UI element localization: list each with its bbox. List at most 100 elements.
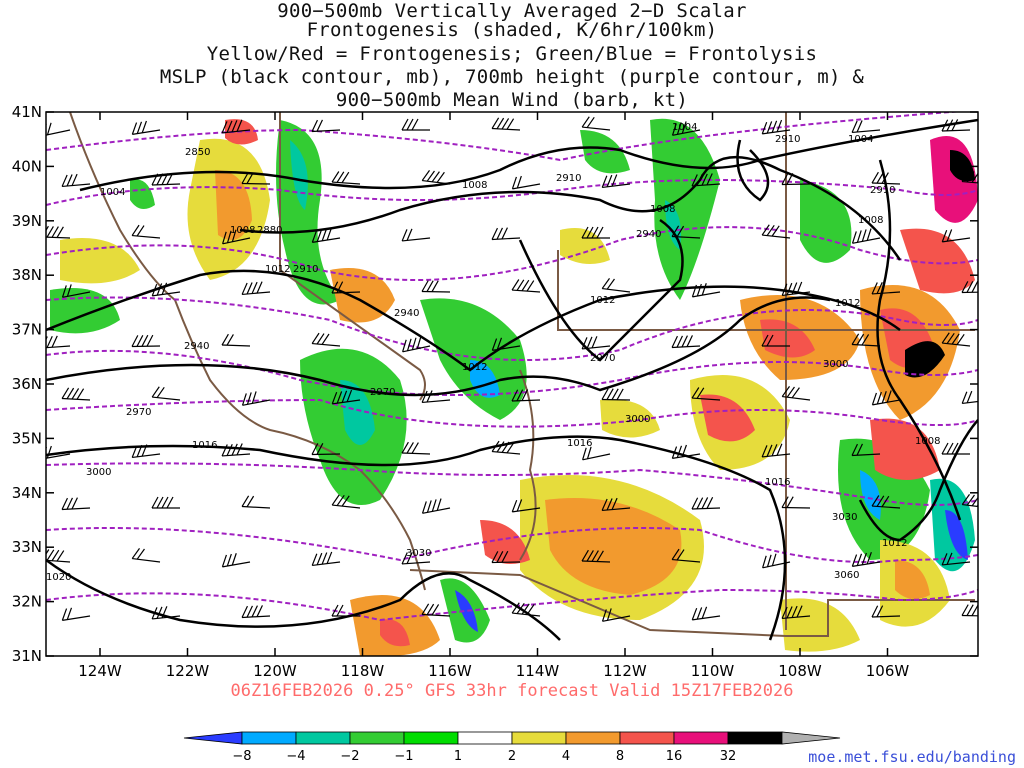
lat-label: 39N — [12, 212, 42, 230]
wind-barb — [311, 332, 341, 347]
colorbar-label: 4 — [562, 749, 570, 764]
wind-barb — [581, 549, 611, 563]
height-label: 2850 — [185, 147, 210, 158]
wind-barb — [851, 552, 881, 567]
lat-label: 36N — [12, 375, 42, 393]
wind-barb — [131, 334, 161, 348]
colorbar-segment — [457, 731, 513, 745]
colorbar-label: −1 — [394, 749, 413, 764]
wind-barb — [511, 279, 541, 293]
height-label: 3000 — [625, 414, 650, 425]
mslp-label: 1012 — [590, 295, 615, 306]
mslp-label: 1012 — [265, 264, 290, 275]
lon-label: 112W — [603, 662, 647, 680]
mslp-label: 1012 — [462, 362, 487, 373]
lon-label: 120W — [253, 662, 297, 680]
lon-label: 122W — [166, 662, 210, 680]
mslp-label: 1004 — [848, 134, 873, 145]
mslp-label: 1008 — [462, 180, 487, 191]
colorbar-arrow-right — [781, 731, 841, 745]
wind-barb — [761, 119, 791, 135]
wind-barb — [491, 117, 521, 131]
wind-barb — [961, 170, 978, 185]
colorbar-segment — [565, 731, 621, 745]
height-label: 3000 — [823, 359, 848, 370]
colorbar-label: −2 — [340, 749, 359, 764]
colorbar-label: −8 — [232, 749, 251, 764]
wind-barb — [601, 388, 631, 401]
state-border-37n — [557, 250, 975, 331]
title-line-4: MSLP (black contour, mb), 700mb height (… — [159, 66, 865, 88]
wind-barb — [871, 495, 901, 509]
wind-barb — [781, 173, 811, 186]
wind-barb — [421, 390, 451, 404]
source-url[interactable]: moe.met.fsu.edu/banding — [808, 748, 1016, 766]
wind-barb — [151, 282, 181, 297]
wind-barb — [511, 499, 541, 513]
map-plot: 1004 1008 1012 1016 1020 1004 1008 1008 … — [12, 103, 979, 680]
wind-barb — [241, 495, 271, 509]
wind-barb — [221, 119, 251, 134]
title-line-2: Frontogenesis (shaded, K/6hr/100km) — [306, 19, 718, 41]
forecast-valid-time: 06Z16FEB2026 0.25° GFS 33hr forecast Val… — [230, 681, 794, 701]
wind-barb — [311, 551, 341, 567]
wind-barb — [46, 445, 71, 460]
wind-barb — [331, 494, 361, 509]
lat-label: 31N — [12, 647, 42, 665]
mslp-contours — [46, 118, 978, 641]
wind-barb — [601, 608, 631, 622]
height-label: 2940 — [184, 341, 209, 352]
colorbar-segment — [295, 731, 351, 745]
mslp-label: 1012 — [835, 298, 860, 309]
us-mexico-border — [409, 569, 975, 637]
wind-barb — [222, 229, 251, 245]
wind-barb — [781, 496, 811, 509]
height-label: 2880 — [257, 225, 282, 236]
wind-barb — [762, 553, 791, 569]
wind-barb — [851, 443, 881, 457]
wind-barb — [491, 337, 521, 351]
wind-barb — [221, 553, 251, 568]
height-label: 2940 — [636, 229, 661, 240]
mslp-label: 1004 — [672, 122, 697, 133]
wind-barb — [871, 171, 901, 185]
wind-barb — [131, 120, 161, 135]
wind-barb — [331, 604, 360, 617]
wind-barb — [851, 120, 881, 134]
wind-barb — [871, 605, 901, 618]
wind-barb — [671, 444, 701, 459]
colorbar-segment — [349, 731, 405, 745]
wind-barb — [241, 605, 271, 619]
wind-barb — [961, 280, 978, 294]
wind-barb — [401, 551, 431, 565]
longitude-axis: 124W 122W 120W 118W 116W 114W 112W 110W 108W 106W — [78, 112, 909, 680]
wind-barb — [241, 172, 271, 185]
wind-barb — [151, 172, 181, 186]
lat-label: 35N — [12, 429, 42, 447]
mslp-contour-labels: 1004 1008 1012 1016 1020 1004 1008 1008 … — [46, 122, 940, 583]
mslp-label: 1016 — [192, 440, 217, 451]
wind-barb — [761, 334, 790, 347]
wind-barb — [871, 281, 901, 295]
wind-barb — [331, 389, 361, 405]
height-label: 2940 — [394, 308, 419, 319]
wind-barb — [311, 228, 341, 243]
mslp-label: 1016 — [765, 477, 790, 488]
wind-barb — [331, 171, 361, 185]
wind-barb — [511, 175, 541, 190]
wind-barb — [671, 335, 701, 349]
wind-barb — [761, 443, 791, 458]
wind-barb — [331, 281, 361, 294]
wind-barb — [581, 116, 611, 131]
colorbar-segment — [619, 731, 675, 745]
wind-barb — [781, 605, 811, 620]
geographic-boundaries — [69, 112, 975, 637]
wind-barb — [691, 387, 721, 401]
lon-label: 124W — [78, 662, 122, 680]
wind-barb — [401, 228, 431, 242]
wind-barb — [241, 391, 271, 406]
wind-barb — [131, 444, 161, 459]
wind-barb — [961, 494, 978, 509]
lon-label: 114W — [516, 662, 560, 680]
wind-barb — [241, 281, 271, 296]
